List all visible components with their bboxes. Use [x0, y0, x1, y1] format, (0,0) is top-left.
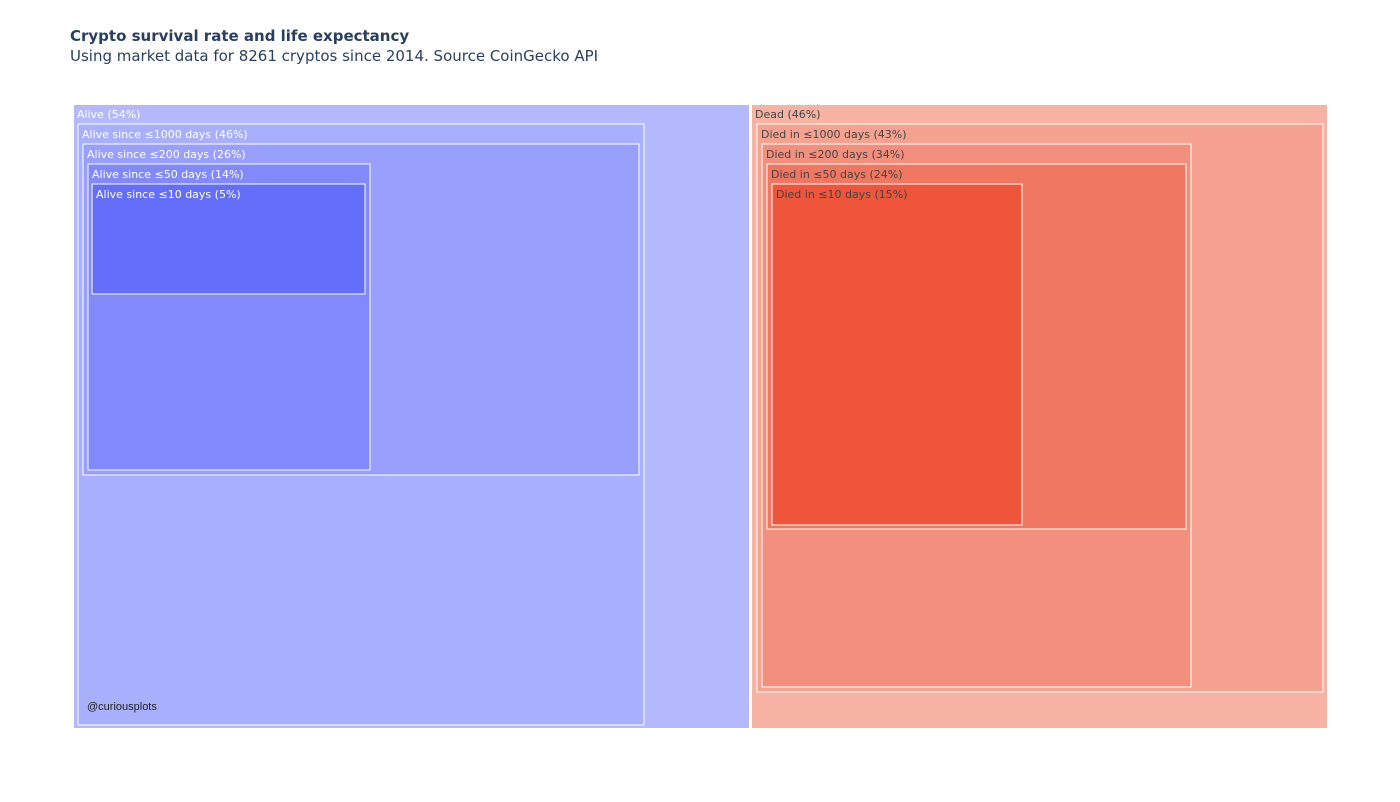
treemap-label-dead10: Died in ≤10 days (15%) — [776, 188, 908, 201]
watermark: @curiousplots — [87, 701, 157, 713]
treemap-label-dead: Dead (46%) — [755, 108, 821, 121]
treemap-tile-alive10[interactable] — [91, 183, 366, 295]
chart-title: Crypto survival rate and life expectancy — [70, 27, 410, 45]
treemap-label-alive1000: Alive since ≤1000 days (46%) — [82, 128, 248, 141]
treemap-label-alive10: Alive since ≤10 days (5%) — [96, 188, 241, 201]
treemap-label-alive200: Alive since ≤200 days (26%) — [87, 148, 246, 161]
treemap-tile-dead10[interactable] — [771, 183, 1023, 526]
treemap-label-dead200: Died in ≤200 days (34%) — [766, 148, 905, 161]
treemap-label-alive: Alive (54%) — [77, 108, 140, 121]
treemap-label-dead1000: Died in ≤1000 days (43%) — [761, 128, 907, 141]
chart-subtitle: Using market data for 8261 cryptos since… — [70, 47, 599, 65]
treemap-label-dead50: Died in ≤50 days (24%) — [771, 168, 903, 181]
treemap-label-alive50: Alive since ≤50 days (14%) — [92, 168, 244, 181]
